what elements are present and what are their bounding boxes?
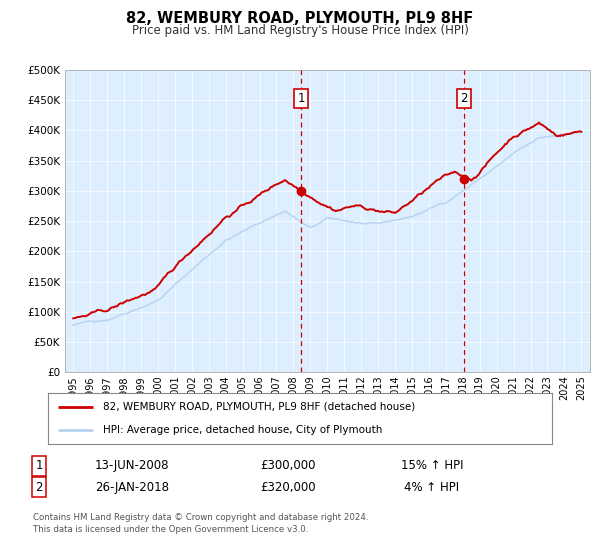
Text: This data is licensed under the Open Government Licence v3.0.: This data is licensed under the Open Gov…	[33, 525, 308, 534]
Text: 1: 1	[35, 459, 43, 473]
Text: Contains HM Land Registry data © Crown copyright and database right 2024.: Contains HM Land Registry data © Crown c…	[33, 513, 368, 522]
Text: 4% ↑ HPI: 4% ↑ HPI	[404, 480, 460, 494]
Text: Price paid vs. HM Land Registry's House Price Index (HPI): Price paid vs. HM Land Registry's House …	[131, 24, 469, 36]
Text: 2: 2	[460, 92, 468, 105]
Text: £320,000: £320,000	[260, 480, 316, 494]
Text: 15% ↑ HPI: 15% ↑ HPI	[401, 459, 463, 473]
Text: 26-JAN-2018: 26-JAN-2018	[95, 480, 169, 494]
Text: 82, WEMBURY ROAD, PLYMOUTH, PL9 8HF: 82, WEMBURY ROAD, PLYMOUTH, PL9 8HF	[127, 11, 473, 26]
Text: 13-JUN-2008: 13-JUN-2008	[95, 459, 169, 473]
Text: 82, WEMBURY ROAD, PLYMOUTH, PL9 8HF (detached house): 82, WEMBURY ROAD, PLYMOUTH, PL9 8HF (det…	[103, 402, 416, 412]
Text: £300,000: £300,000	[260, 459, 316, 473]
Text: HPI: Average price, detached house, City of Plymouth: HPI: Average price, detached house, City…	[103, 425, 383, 435]
Text: 1: 1	[297, 92, 305, 105]
Text: 2: 2	[35, 480, 43, 494]
